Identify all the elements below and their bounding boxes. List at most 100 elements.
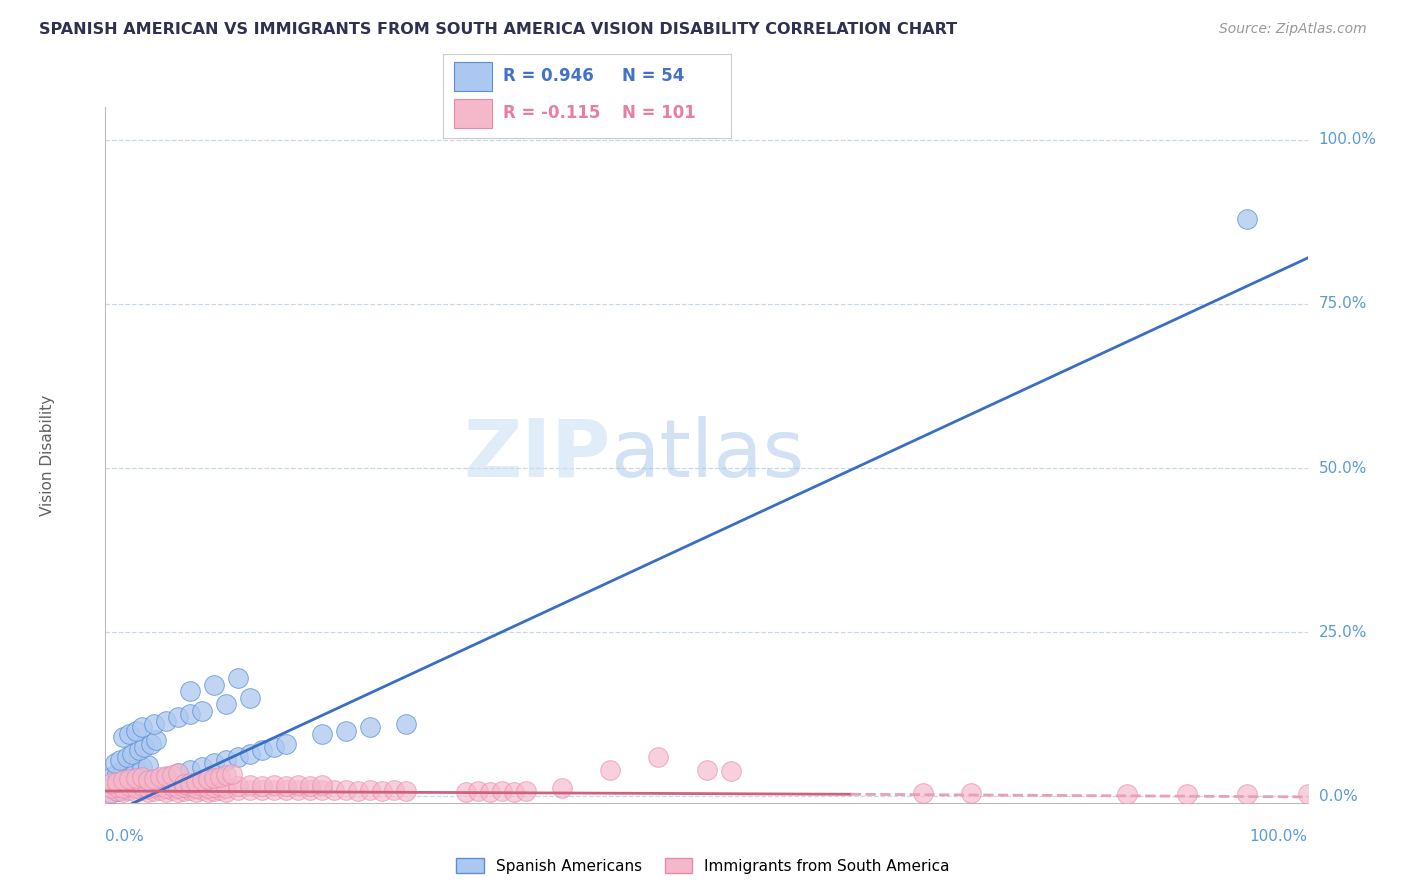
Point [112,764,135,779]
Point [131,760,153,774]
Bar [454,62,492,91]
Point [197,772,219,787]
Point [160,783,183,797]
Point [190,773,212,788]
Text: atlas: atlas [610,416,804,494]
Point [179,707,201,722]
Point [1296,787,1319,801]
Text: 100.0%: 100.0% [1250,829,1308,844]
Point [1236,787,1258,801]
Point [311,782,333,797]
Point [121,747,143,761]
Point [155,780,177,795]
Point [179,782,201,797]
Text: N = 54: N = 54 [621,67,683,85]
Point [599,763,621,777]
Point [107,774,129,789]
Point [131,770,153,784]
Point [263,778,285,792]
Point [239,747,262,761]
Point [184,780,207,795]
Text: 0.0%: 0.0% [1319,789,1357,804]
Point [250,779,273,793]
Point [960,786,983,800]
Point [118,727,141,741]
Point [179,776,201,790]
Point [202,780,225,794]
Point [124,780,146,795]
Point [179,779,201,793]
Point [107,780,129,794]
Point [647,749,669,764]
Point [160,767,183,781]
Point [214,753,236,767]
Point [359,720,381,734]
Point [166,710,188,724]
Point [311,778,333,792]
Point [148,770,170,784]
Point [395,717,418,731]
Point [1175,787,1198,801]
Point [131,783,153,797]
Text: Vision Disability: Vision Disability [41,394,55,516]
Point [136,785,159,799]
Point [190,780,212,794]
Point [226,671,249,685]
Point [208,782,231,797]
Point [1236,211,1258,226]
Point [148,772,170,787]
Point [118,780,141,794]
Point [112,781,135,796]
Point [239,778,262,792]
Point [551,781,574,796]
Point [131,777,153,791]
Point [112,730,135,744]
Point [274,737,297,751]
Point [173,780,195,794]
Point [226,749,249,764]
Point [136,776,159,790]
Text: SPANISH AMERICAN VS IMMIGRANTS FROM SOUTH AMERICA VISION DISABILITY CORRELATION : SPANISH AMERICAN VS IMMIGRANTS FROM SOUT… [39,22,957,37]
Point [124,780,146,794]
Point [287,782,309,797]
Point [359,783,381,797]
Point [226,779,249,793]
Point [155,769,177,783]
Point [214,784,236,798]
Point [124,771,146,785]
Point [108,753,131,767]
Point [720,764,742,779]
Point [250,743,273,757]
Point [148,779,170,793]
Point [112,785,135,799]
Point [118,781,141,796]
Point [263,782,285,797]
Point [239,690,262,705]
Point [202,784,225,798]
Point [214,780,236,795]
Point [190,760,212,774]
Point [322,783,344,797]
Point [145,733,167,747]
Text: 0.0%: 0.0% [105,829,145,844]
Point [118,763,141,777]
Point [142,774,165,789]
Point [287,778,309,792]
Point [173,777,195,791]
Point [335,723,357,738]
Point [298,783,321,797]
Point [197,785,219,799]
Point [335,782,357,797]
Point [239,782,262,797]
Point [136,772,159,787]
Point [166,785,188,799]
Legend: Spanish Americans, Immigrants from South America: Spanish Americans, Immigrants from South… [450,852,956,880]
Point [202,678,225,692]
Point [179,684,201,698]
Point [491,784,513,798]
Point [100,776,122,790]
Text: 100.0%: 100.0% [1319,132,1376,147]
Point [124,723,146,738]
Point [166,781,188,796]
Point [155,770,177,784]
